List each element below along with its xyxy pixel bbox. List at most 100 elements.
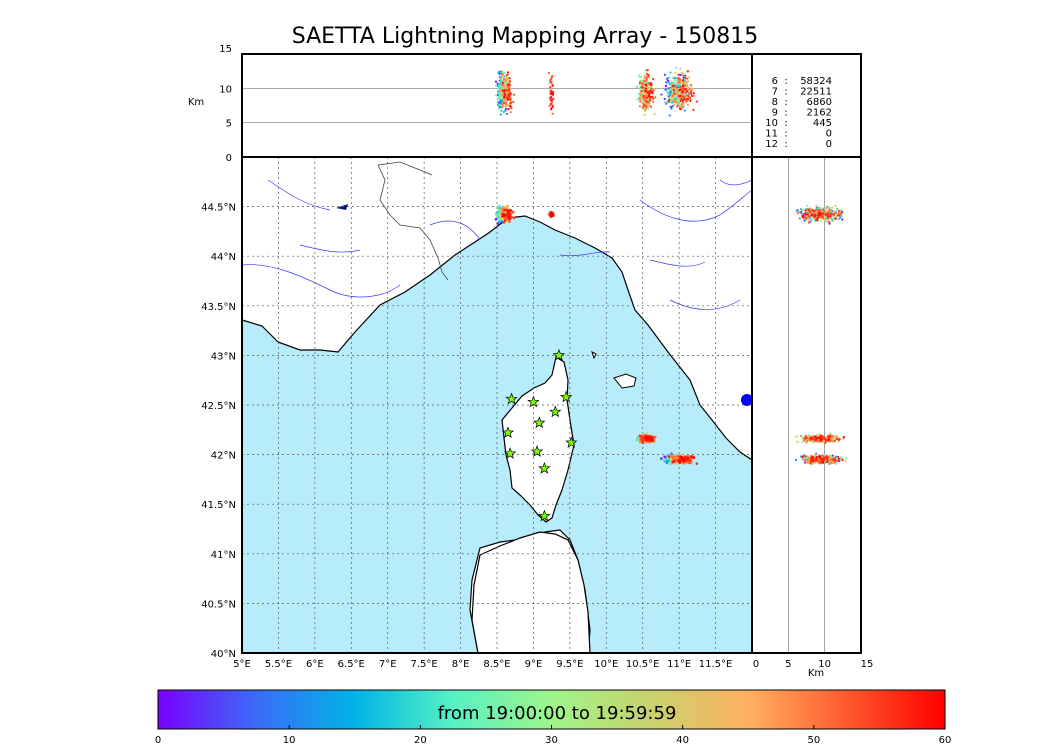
lightning-altitude-point xyxy=(497,107,500,110)
lightning-lat-altitude-point xyxy=(824,220,828,223)
lightning-altitude-point xyxy=(695,100,698,103)
lightning-altitude-point xyxy=(681,72,684,76)
lightning-lat-altitude-point xyxy=(805,436,808,440)
lightning-altitude-point xyxy=(645,102,648,105)
station-star-icon xyxy=(503,447,517,459)
colorbar-tick-label: 40 xyxy=(676,735,689,746)
count-value: 2162 xyxy=(807,108,832,119)
lightning-point xyxy=(646,435,649,439)
lightning-lat-altitude-point xyxy=(826,459,830,462)
latitude-tick-label: 43.5°N xyxy=(201,302,236,313)
lightning-altitude-point xyxy=(549,96,553,99)
lightning-lat-altitude-point xyxy=(822,435,825,438)
lightning-point xyxy=(494,217,498,221)
longitude-tick-label: 7°E xyxy=(379,659,397,670)
lightning-altitude-point xyxy=(497,86,501,89)
lightning-altitude-point xyxy=(660,93,663,96)
lightning-altitude-point xyxy=(499,95,503,98)
lightning-lat-altitude-point xyxy=(810,438,814,441)
lightning-lat-altitude-point xyxy=(834,458,837,461)
lightning-lat-altitude-point xyxy=(816,219,819,222)
count-separator: : xyxy=(784,76,787,87)
lightning-altitude-point xyxy=(650,87,653,91)
lightning-point xyxy=(508,220,511,224)
lightning-altitude-point xyxy=(654,96,657,99)
sardinia-island xyxy=(471,531,591,653)
lightning-point xyxy=(638,440,642,444)
lightning-altitude-point xyxy=(670,80,673,83)
lightning-lat-altitude-point xyxy=(829,458,833,461)
lightning-point xyxy=(665,461,669,464)
latitude-tick-label: 42°N xyxy=(211,451,236,462)
latitude-tick-label: 43°N xyxy=(211,351,236,362)
lightning-lat-altitude-point xyxy=(833,439,836,442)
station-star-icon xyxy=(501,426,515,438)
lightning-lat-altitude-point xyxy=(805,435,808,438)
lightning-lat-altitude-point xyxy=(834,204,837,208)
lightning-altitude-point xyxy=(551,112,554,115)
count-label: 8 xyxy=(772,97,778,108)
lightning-altitude-point xyxy=(683,96,686,99)
lightning-point xyxy=(512,216,516,220)
right-gridlines xyxy=(787,157,826,653)
lightning-altitude-point xyxy=(644,69,647,72)
elba-island xyxy=(613,373,637,389)
latitude-tick-label: 41.5°N xyxy=(201,500,236,511)
lightning-lat-altitude-point xyxy=(803,461,807,464)
capraia-island xyxy=(591,351,597,360)
lightning-lat-altitude-point xyxy=(801,455,804,458)
lightning-altitude-point xyxy=(502,101,506,105)
lightning-altitude-point xyxy=(501,93,504,96)
lightning-altitude-point xyxy=(505,74,509,77)
count-value: 22511 xyxy=(800,87,832,98)
lightning-lat-altitude-point xyxy=(837,455,840,459)
lightning-altitude-point xyxy=(504,105,507,108)
lightning-point xyxy=(647,439,650,443)
lightning-lat-altitude-point xyxy=(824,215,827,218)
lake xyxy=(336,204,348,210)
lightning-lat-altitude-point xyxy=(825,207,829,210)
lightning-altitude-point xyxy=(684,76,687,80)
lightning-lat-altitude-point xyxy=(804,217,808,220)
lightning-altitude-point xyxy=(669,98,672,102)
lightning-altitude-point xyxy=(549,86,552,89)
lightning-altitude-point xyxy=(547,71,551,75)
lightning-lat-altitude-point xyxy=(819,438,823,442)
lightning-lat-altitude-point xyxy=(831,436,834,439)
lightning-altitude-point xyxy=(666,88,669,91)
lightning-altitude-point xyxy=(684,74,687,77)
lightning-altitude-point xyxy=(677,81,681,84)
lightning-lat-altitude-point xyxy=(800,212,803,215)
lightning-altitude-point xyxy=(688,75,691,79)
lightning-altitude-point xyxy=(643,99,646,102)
lightning-altitude-point xyxy=(687,86,690,89)
lightning-altitude-point xyxy=(500,78,503,81)
lightning-altitude-point xyxy=(683,109,686,112)
lightning-altitude-point xyxy=(507,89,510,92)
lightning-altitude-point xyxy=(646,107,650,110)
lightning-altitude-point xyxy=(645,77,648,80)
lightning-lat-altitude-point xyxy=(820,458,823,461)
lightning-altitude-point xyxy=(644,109,647,112)
lightning-point xyxy=(497,208,500,212)
lightning-lat-altitude-point xyxy=(836,217,839,221)
lightning-lat-altitude-point xyxy=(832,458,835,461)
lightning-lat-altitude-point xyxy=(812,209,815,212)
lightning-point xyxy=(678,461,682,464)
lightning-altitude-point xyxy=(686,103,689,107)
latitude-tick-labels: 44.5°N 44°N 43.5°N 43°N 42.5°N 42°N 41.5°N 41°N… xyxy=(201,203,236,660)
lightning-lat-altitude-point xyxy=(835,435,838,438)
lightning-altitude-point xyxy=(681,95,685,99)
lightning-lat-altitude-point xyxy=(807,217,811,221)
lightning-lat-altitude-point xyxy=(795,435,798,438)
longitude-tick-label: 10.5°E xyxy=(626,659,660,670)
lightning-altitude-point xyxy=(687,95,690,98)
lightning-altitude-point xyxy=(676,105,679,108)
lightning-altitude-point xyxy=(668,99,671,102)
lightning-altitude-point xyxy=(505,112,509,115)
lightning-altitude-point xyxy=(692,108,695,111)
lightning-altitude-point xyxy=(652,78,655,81)
lightning-lat-altitude-point xyxy=(816,209,819,212)
count-label: 6 xyxy=(772,76,778,87)
lightning-altitude-point xyxy=(550,99,554,102)
